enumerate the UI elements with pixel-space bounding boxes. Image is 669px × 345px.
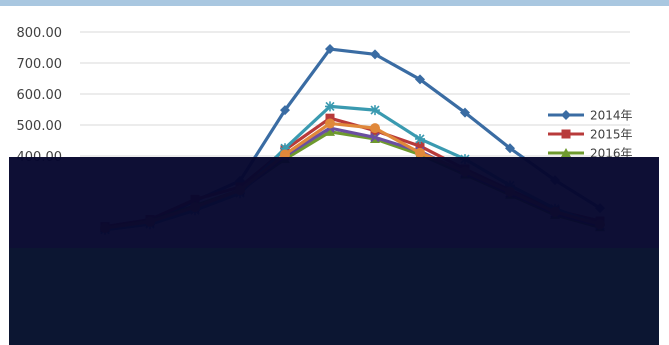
data-point — [325, 118, 335, 129]
data-point — [415, 141, 425, 151]
data-point — [325, 126, 335, 136]
data-point — [325, 113, 335, 123]
data-point — [415, 133, 425, 144]
y-tick-label: 700.00 — [17, 57, 63, 72]
data-point — [370, 123, 380, 134]
top-border — [0, 0, 669, 6]
legend-label: 2014年 — [590, 109, 633, 123]
data-point — [415, 74, 425, 85]
data-point — [280, 149, 290, 160]
data-point — [561, 110, 571, 120]
y-tick-label: 500.00 — [17, 119, 63, 134]
data-point — [280, 143, 290, 154]
data-point — [370, 105, 380, 116]
legend-item: 2015年 — [548, 128, 633, 142]
data-point — [325, 101, 335, 112]
data-point — [280, 105, 290, 116]
y-tick-label: 600.00 — [17, 88, 63, 103]
legend-label: 2015年 — [590, 128, 633, 142]
y-tick-label: 800.00 — [17, 26, 63, 41]
data-point — [561, 148, 571, 157]
data-point — [370, 132, 380, 143]
dark-overlay-lower — [9, 248, 659, 345]
legend-item: 2014年 — [548, 109, 633, 123]
data-point — [325, 44, 335, 55]
data-point — [370, 49, 380, 60]
data-point — [415, 147, 425, 158]
data-point — [561, 129, 571, 139]
data-point — [505, 143, 515, 154]
gridlines — [80, 31, 630, 157]
data-point — [460, 107, 470, 118]
